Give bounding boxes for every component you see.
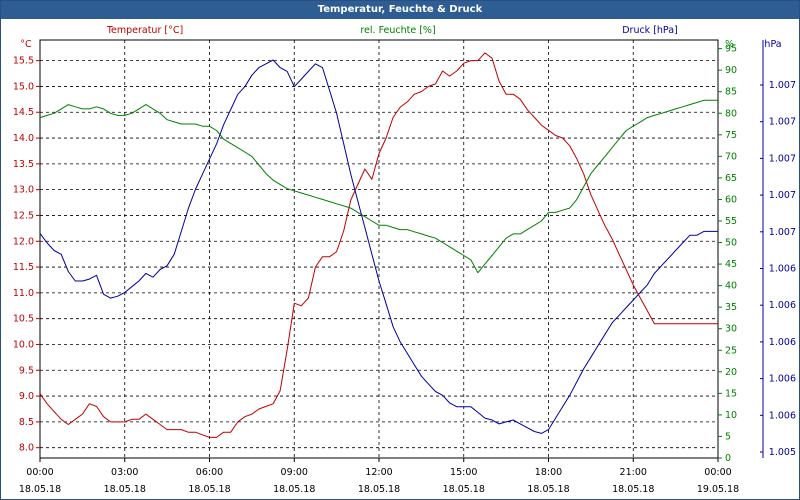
pressure-tick-label: 1.007	[769, 153, 796, 164]
humidity-tick-label: 50	[725, 238, 737, 249]
humidity-tick-label: 20	[725, 367, 737, 378]
x-tick-date: 18.05.18	[188, 484, 230, 495]
x-tick-time: 00:00	[26, 467, 53, 478]
x-tick-date: 18.05.18	[527, 484, 569, 495]
humidity-tick-label: 65	[725, 173, 737, 184]
humidity-axis-title: rel. Feuchte [%]	[360, 25, 435, 36]
humidity-tick-label: 0	[725, 453, 731, 464]
x-tick-time: 00:00	[704, 467, 731, 478]
x-tick-time: 21:00	[620, 467, 647, 478]
pressure-tick-label: 1.006	[769, 337, 796, 348]
x-tick-time: 06:00	[196, 467, 223, 478]
humidity-tick-label: 95	[725, 44, 737, 55]
grid-lines	[40, 40, 718, 458]
x-tick-date: 18.05.18	[104, 484, 146, 495]
humidity-tick-label: 70	[725, 151, 737, 162]
x-tick-time: 12:00	[365, 467, 392, 478]
left-tick-label: 13.0	[13, 185, 34, 196]
left-tick-label: 8.5	[19, 417, 34, 428]
humidity-tick-label: 90	[725, 65, 737, 76]
left-tick-label: 15.0	[13, 81, 34, 92]
left-tick-label: 15.5	[13, 56, 34, 67]
humidity-axis-unit: %	[725, 39, 734, 50]
left-tick-label: 14.5	[13, 107, 34, 118]
pressure-axis-unit: hPa	[764, 39, 781, 50]
humidity-line	[39, 99, 718, 274]
x-tick-date: 18.05.18	[358, 484, 400, 495]
left-tick-label: 13.5	[13, 159, 34, 170]
x-tick-time: 15:00	[450, 467, 477, 478]
left-axis-unit: °C	[20, 39, 32, 50]
pressure-tick-label: 1.007	[769, 227, 796, 238]
x-tick-date: 18.05.18	[273, 484, 315, 495]
left-tick-label: 10.5	[13, 314, 34, 325]
humidity-tick-label: 75	[725, 130, 737, 141]
x-tick-time: 18:00	[535, 467, 562, 478]
x-tick-time: 09:00	[281, 467, 308, 478]
humidity-tick-label: 25	[725, 345, 737, 356]
pressure-line	[39, 59, 718, 434]
left-tick-label: 12.0	[13, 236, 34, 247]
left-tick-label: 9.5	[19, 365, 34, 376]
humidity-tick-label: 35	[725, 302, 737, 313]
left-tick-label: 11.0	[13, 288, 34, 299]
left-tick-label: 11.5	[13, 262, 34, 273]
left-tick-label: 14.0	[13, 133, 34, 144]
humidity-tick-label: 85	[725, 87, 737, 98]
left-tick-label: 12.5	[13, 210, 34, 221]
pressure-tick-label: 1.006	[769, 300, 796, 311]
humidity-tick-label: 55	[725, 216, 737, 227]
humidity-tick-label: 40	[725, 281, 737, 292]
left-tick-label: 10.0	[13, 339, 34, 350]
humidity-tick-label: 5	[725, 431, 731, 442]
humidity-tick-label: 45	[725, 259, 737, 270]
axis-labels: 8.0 8.5 9.0 9.5 10.0 10.5 11.0 11.5 12.0 12.5 13.0…	[13, 25, 796, 495]
temperature-line	[39, 52, 718, 438]
pressure-tick-label: 1.006	[769, 374, 796, 385]
humidity-tick-label: 10	[725, 410, 737, 421]
pressure-tick-label: 1.007	[769, 190, 796, 201]
humidity-tick-label: 15	[725, 388, 737, 399]
humidity-tick-label: 30	[725, 324, 737, 335]
humidity-tick-label: 60	[725, 194, 737, 205]
left-tick-label: 9.0	[19, 391, 34, 402]
pressure-tick-label: 1.005	[769, 447, 796, 458]
pressure-tick-label: 1.006	[769, 264, 796, 275]
series-lines	[39, 52, 718, 438]
x-tick-date: 18.05.18	[612, 484, 654, 495]
pressure-tick-label: 1.006	[769, 410, 796, 421]
left-tick-label: 8.0	[19, 443, 34, 454]
x-tick-date: 18.05.18	[19, 484, 61, 495]
axes	[36, 39, 764, 462]
x-tick-time: 03:00	[111, 467, 138, 478]
x-tick-date: 19.05.18	[697, 484, 739, 495]
left-axis-title: Temperatur [°C]	[106, 25, 183, 36]
pressure-tick-label: 1.007	[769, 117, 796, 128]
window-title: Temperatur, Feuchte & Druck	[1, 1, 799, 19]
x-tick-date: 18.05.18	[443, 484, 485, 495]
humidity-tick-label: 80	[725, 108, 737, 119]
pressure-axis-title: Druck [hPa]	[622, 25, 678, 36]
pressure-tick-label: 1.007	[769, 80, 796, 91]
